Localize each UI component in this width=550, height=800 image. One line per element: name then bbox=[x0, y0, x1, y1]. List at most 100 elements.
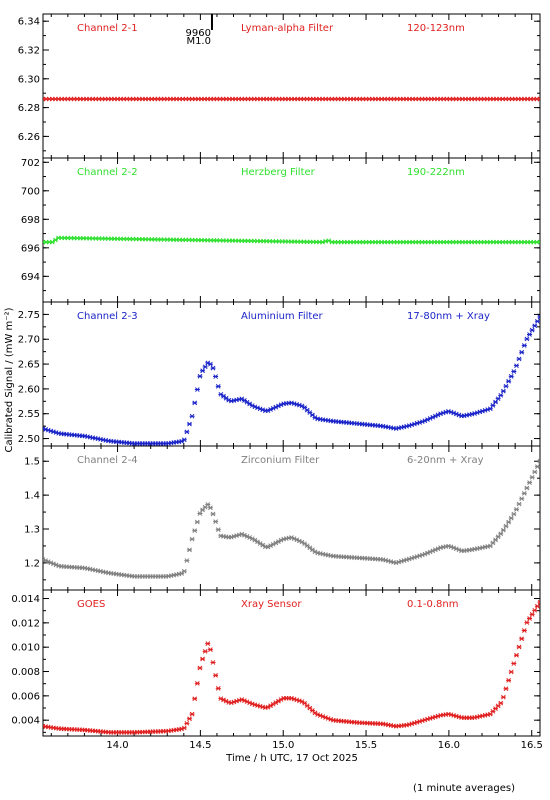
data-point bbox=[189, 711, 195, 717]
data-point bbox=[200, 368, 206, 374]
data-point bbox=[181, 437, 187, 443]
x-tick-label: 16.5 bbox=[521, 740, 543, 751]
data-point bbox=[207, 361, 213, 367]
data-point bbox=[186, 716, 192, 722]
data-point bbox=[194, 681, 200, 686]
panel-label: GOES bbox=[77, 599, 105, 610]
y-tick-label: 1.5 bbox=[24, 457, 40, 468]
data-point bbox=[210, 660, 216, 665]
data-point bbox=[194, 387, 200, 392]
data-point bbox=[207, 505, 213, 511]
x-axis-label: Time / h UTC, 17 Oct 2025 bbox=[225, 753, 358, 764]
data-point bbox=[202, 648, 208, 654]
data-point bbox=[513, 507, 519, 512]
y-tick-label: 696 bbox=[21, 243, 40, 254]
data-point bbox=[527, 332, 533, 337]
data-point bbox=[519, 349, 525, 355]
data-point bbox=[498, 392, 504, 398]
panel-label: 0.1-0.8nm bbox=[407, 599, 459, 610]
panel-label: 190-222nm bbox=[407, 167, 465, 178]
data-point bbox=[205, 641, 211, 647]
panel-frame bbox=[42, 157, 541, 303]
panel-label: 6-20nm + Xray bbox=[407, 455, 484, 466]
data-point bbox=[511, 511, 517, 517]
data-point bbox=[503, 523, 509, 529]
data-point bbox=[498, 700, 504, 706]
flare-label: 9960 bbox=[186, 28, 211, 39]
data-point bbox=[210, 511, 216, 517]
data-point bbox=[516, 501, 522, 507]
data-point bbox=[508, 374, 514, 379]
data-point bbox=[521, 490, 527, 496]
y-tick-label: 2.50 bbox=[18, 434, 40, 445]
data-point bbox=[537, 314, 540, 320]
data-point bbox=[213, 673, 219, 678]
data-point bbox=[184, 429, 190, 435]
data-point bbox=[503, 686, 509, 692]
data-point bbox=[529, 327, 535, 333]
panel-frame bbox=[42, 13, 541, 159]
data-series bbox=[43, 458, 540, 579]
data-point bbox=[487, 406, 493, 412]
y-tick-label: 6.34 bbox=[18, 17, 40, 28]
data-point bbox=[184, 558, 190, 563]
data-point bbox=[192, 696, 198, 702]
data-point bbox=[527, 616, 533, 621]
data-point bbox=[192, 528, 198, 533]
y-tick-label: 0.006 bbox=[11, 691, 40, 702]
panel-label: Channel 2-2 bbox=[77, 167, 138, 178]
y-tick-label: 0.014 bbox=[11, 594, 40, 605]
data-point bbox=[210, 365, 216, 371]
data-point bbox=[500, 388, 506, 394]
data-point bbox=[192, 400, 198, 406]
y-tick-label: 6.26 bbox=[18, 132, 40, 143]
data-series bbox=[43, 235, 540, 245]
data-point bbox=[532, 469, 538, 475]
data-point bbox=[197, 373, 203, 379]
x-tick-label: 15.5 bbox=[355, 740, 377, 751]
data-point bbox=[189, 536, 195, 542]
data-point bbox=[524, 336, 530, 342]
data-point bbox=[194, 519, 200, 525]
y-tick-label: 2.55 bbox=[18, 409, 40, 420]
y-tick-label: 698 bbox=[21, 215, 40, 226]
y-tick-label: 702 bbox=[21, 158, 40, 169]
data-point bbox=[513, 363, 519, 369]
footnote: (1 minute averages) bbox=[413, 783, 515, 794]
panel-label: Channel 2-4 bbox=[77, 455, 138, 466]
data-point bbox=[200, 656, 206, 662]
data-point bbox=[537, 96, 540, 102]
data-point bbox=[213, 374, 219, 379]
data-point bbox=[487, 543, 493, 549]
data-series bbox=[43, 599, 540, 735]
data-point bbox=[537, 458, 540, 464]
data-point bbox=[527, 480, 533, 485]
panel-1: 6.26 6.28 6.30 6.32 6.34 Channel 2-1 Lyman-alp… bbox=[18, 13, 541, 159]
panel-label: Zirconium Filter bbox=[241, 455, 320, 466]
data-point bbox=[513, 652, 519, 658]
data-point bbox=[511, 661, 517, 666]
data-point bbox=[215, 383, 221, 389]
panel-5: 0.004 0.006 0.008 0.010 0.012 0.014 GOES Xray S… bbox=[11, 589, 543, 751]
y-tick-label: 2.65 bbox=[18, 360, 40, 371]
x-tick-label: 14.5 bbox=[189, 740, 211, 751]
data-point bbox=[532, 607, 538, 613]
y-tick-label: 2.60 bbox=[18, 384, 40, 395]
panel-frame bbox=[42, 445, 541, 591]
data-series bbox=[43, 314, 540, 446]
data-point bbox=[207, 647, 213, 652]
data-point bbox=[534, 318, 540, 324]
y-tick-label: 2.70 bbox=[18, 335, 40, 346]
data-point bbox=[521, 628, 527, 633]
y-tick-label: 0.008 bbox=[11, 667, 40, 678]
data-point bbox=[537, 239, 540, 245]
data-point bbox=[537, 599, 540, 605]
data-point bbox=[534, 464, 540, 469]
y-tick-label: 1.3 bbox=[24, 525, 40, 536]
data-point bbox=[215, 527, 221, 532]
data-point bbox=[202, 364, 208, 370]
panel-label: Xray Sensor bbox=[241, 599, 302, 610]
data-point bbox=[516, 644, 522, 650]
panel-frame bbox=[42, 589, 541, 737]
